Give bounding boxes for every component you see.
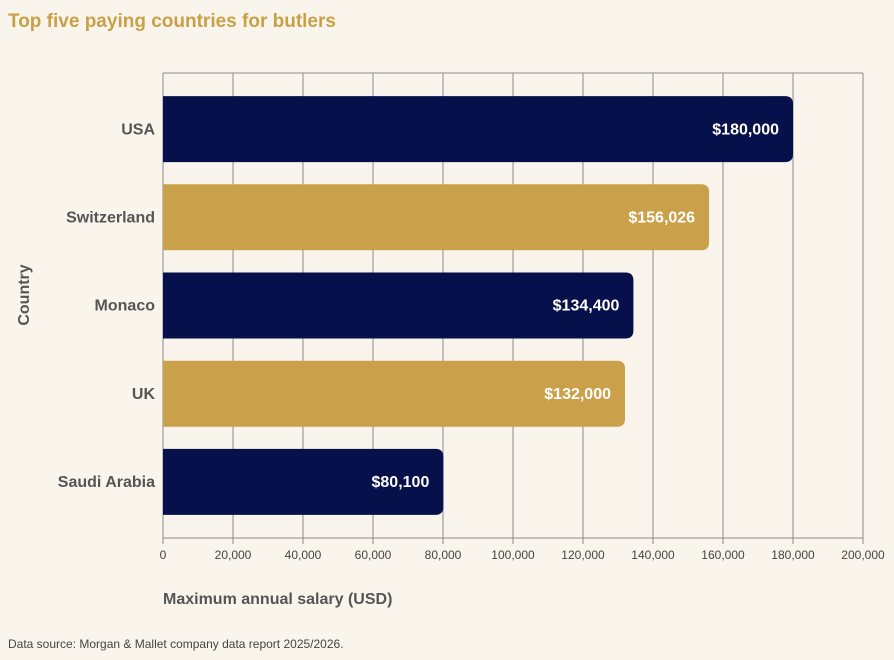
bar [163,360,625,427]
x-tick-label: 200,000 [841,548,885,562]
bar [163,448,444,515]
x-tick-label: 140,000 [631,548,675,562]
x-tick-label: 100,000 [491,548,535,562]
x-tick-label: 40,000 [285,548,322,562]
bar [163,184,710,251]
bar [163,272,634,339]
bar [163,96,793,163]
value-label: $180,000 [712,121,779,138]
y-tick-label: UK [132,386,156,403]
x-axis-title: Maximum annual salary (USD) [163,591,392,608]
x-tick-label: 0 [160,548,167,562]
x-tick-label: 120,000 [561,548,605,562]
x-tick-label: 180,000 [771,548,815,562]
x-tick-label: 80,000 [425,548,462,562]
x-tick-label: 60,000 [355,548,392,562]
y-tick-label: Switzerland [66,210,155,227]
chart-title: Top five paying countries for butlers [8,11,336,32]
y-tick-label: Saudi Arabia [58,474,155,491]
source-note: Data source: Morgan & Mallet company dat… [8,637,344,651]
value-label: $156,026 [628,210,695,227]
y-tick-label: Monaco [95,298,156,315]
x-tick-label: 20,000 [215,548,252,562]
value-label: $80,100 [372,474,430,491]
y-axis-title: Country [16,264,33,325]
y-tick-label: USA [121,121,155,138]
value-label: $132,000 [544,386,611,403]
value-label: $134,400 [553,298,620,315]
x-tick-label: 160,000 [701,548,745,562]
